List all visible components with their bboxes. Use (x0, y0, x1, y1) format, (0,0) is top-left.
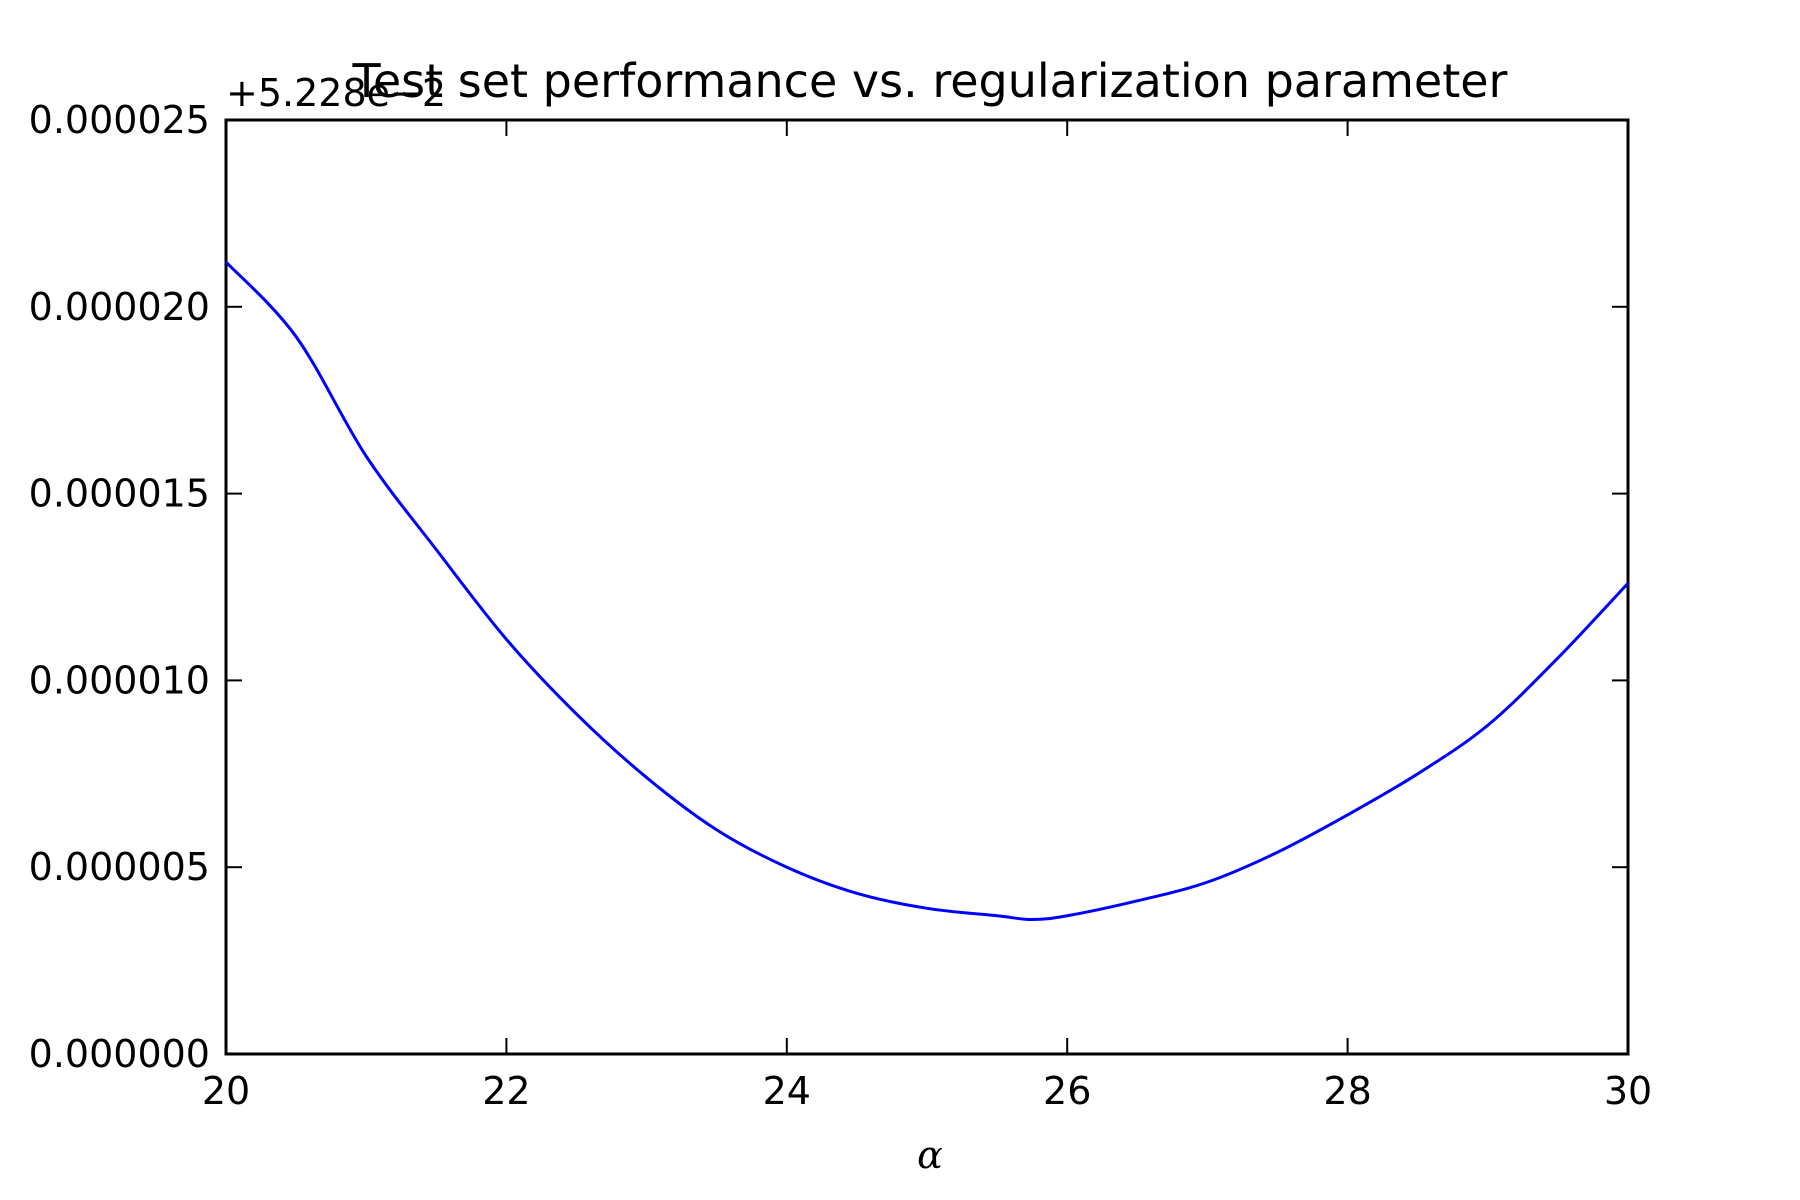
x-tick-label: 26 (1043, 1069, 1091, 1113)
y-tick-label: 0.000015 (29, 472, 210, 516)
x-tick-label: 22 (482, 1069, 530, 1113)
x-tick-label: 28 (1323, 1069, 1371, 1113)
series-layer (224, 260, 1630, 922)
y-tick-label: 0.000005 (29, 845, 210, 889)
x-axis: 20 22 24 26 28 30 (202, 120, 1652, 1113)
y-tick-label: 0.000000 (29, 1032, 210, 1076)
y-axis: 0.000000 0.000005 0.000010 0.000015 0.000020… (29, 98, 1628, 1076)
x-tick-label: 20 (202, 1069, 250, 1113)
y-tick-label: 0.000025 (29, 98, 210, 142)
chart-title: Test set performance vs. regularization … (352, 54, 1508, 108)
y-tick-label: 0.000020 (29, 285, 210, 329)
y-axis-offset-label: +5.228e−2 (226, 71, 446, 115)
plot-area (224, 118, 1630, 1056)
x-axis-label: α (917, 1133, 943, 1177)
plot-frame (224, 118, 1630, 1056)
x-tick-label: 24 (763, 1069, 811, 1113)
series-line (224, 260, 1630, 922)
x-tick-label: 30 (1604, 1069, 1652, 1113)
y-tick-label: 0.000010 (29, 658, 210, 702)
